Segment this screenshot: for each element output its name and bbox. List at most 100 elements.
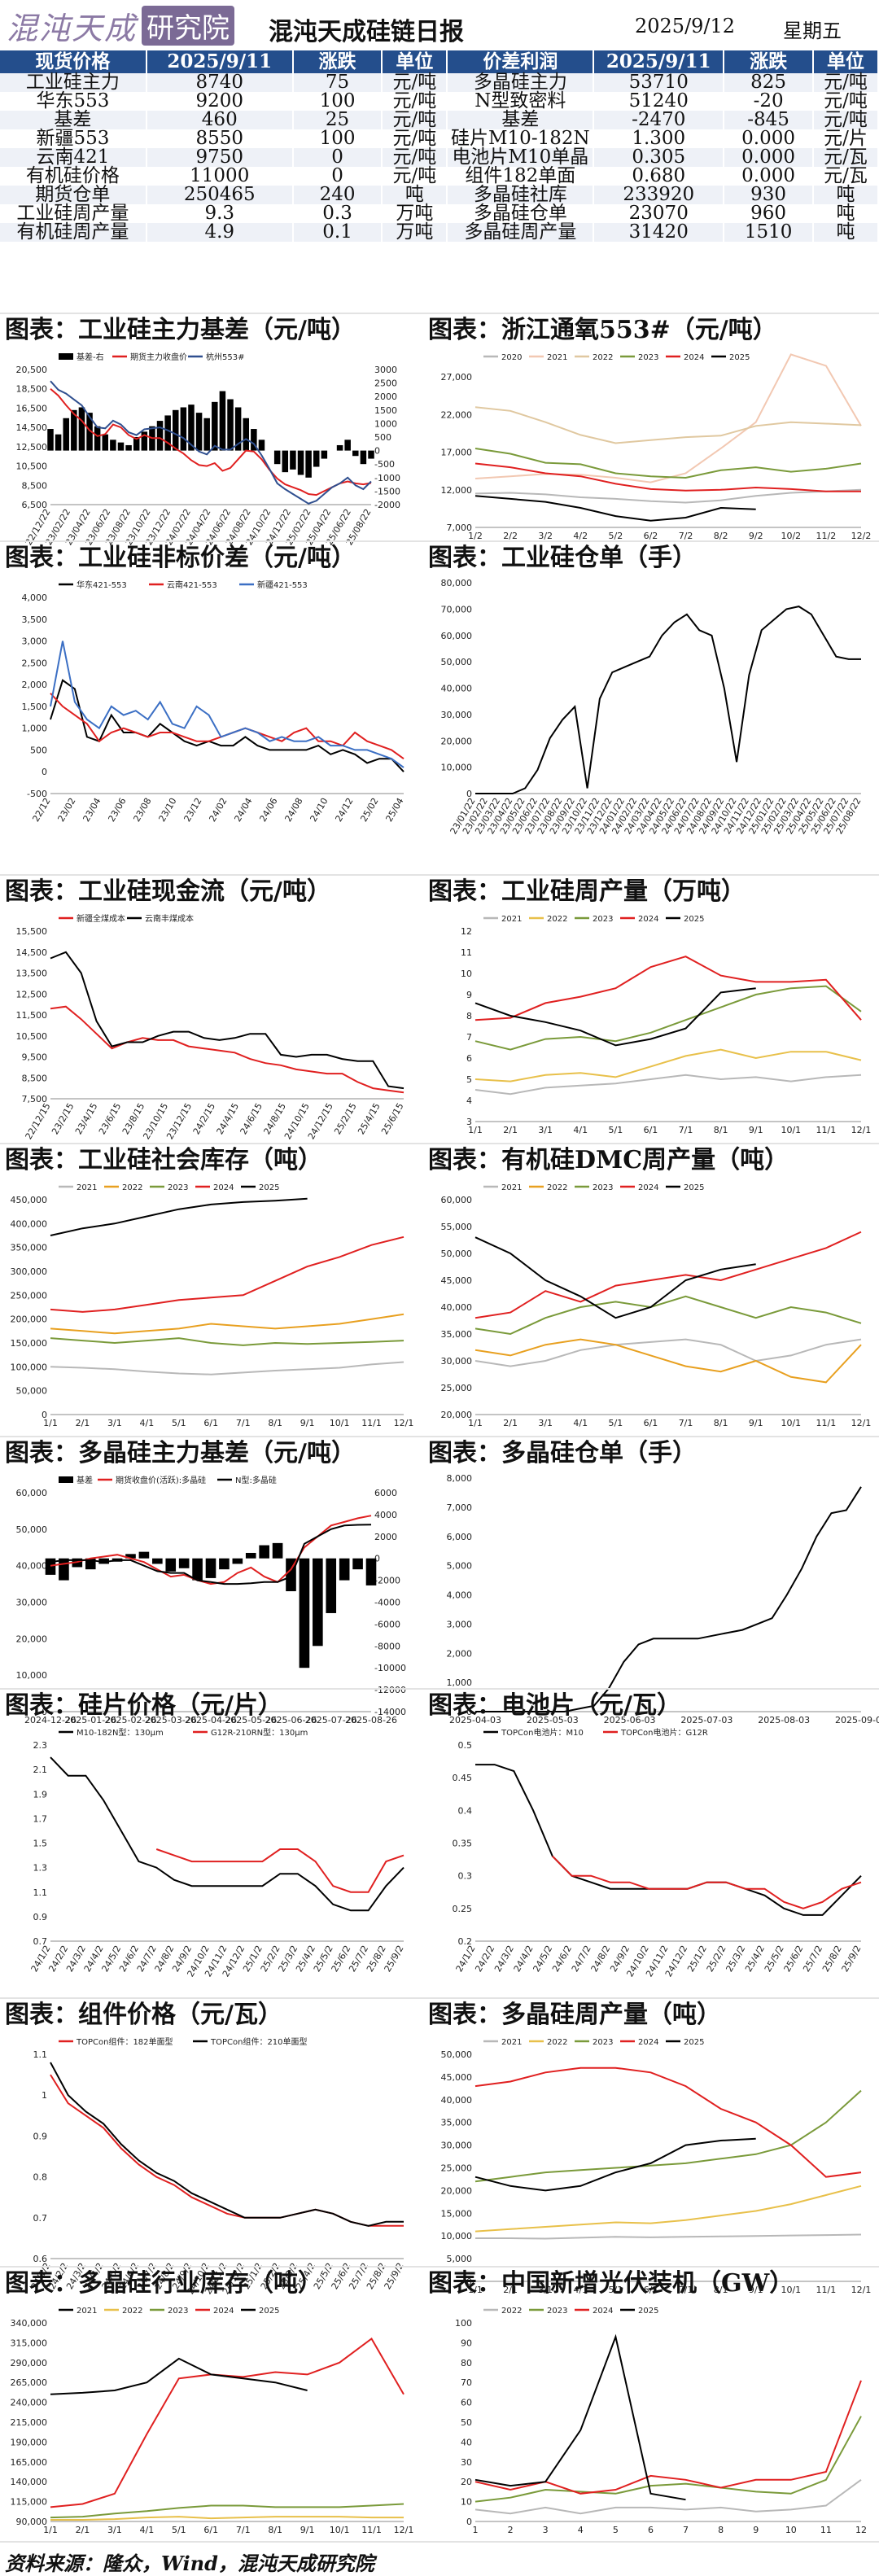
y2-tick-label: 1000 — [374, 418, 397, 429]
y-tick-label: 0.9 — [33, 2131, 48, 2141]
table-cell: 233920 — [593, 186, 725, 204]
y-tick-label: 265,000 — [11, 2377, 48, 2388]
table-cell: 基差 — [447, 111, 595, 129]
y2-tick-label: -1500 — [374, 486, 400, 496]
y-tick-label: -500 — [27, 789, 47, 799]
x-tick-label: 10/1 — [781, 2285, 801, 2295]
x-tick-label: 25/04 — [383, 796, 405, 824]
legend-label: 2025 — [684, 915, 704, 924]
y-tick-label: 340,000 — [11, 2318, 48, 2329]
x-tick-label: 23/8/15 — [120, 1101, 146, 1136]
x-tick-label: 1/1 — [468, 1125, 483, 1135]
chart-c15: 0 10 20 30 40 50 60 70 80 90 100 1 2 3 4 5 6 7 8 9 10 11 12 202… — [430, 2300, 869, 2539]
series-line-2024 — [474, 956, 862, 1021]
table-cell: 0.680 — [593, 167, 725, 186]
y-tick-label: 45,000 — [441, 2072, 473, 2083]
series-line-2023 — [474, 985, 862, 1051]
y-tick-label: 0 — [42, 1707, 47, 1717]
x-tick-label: 9/2 — [749, 531, 763, 541]
x-tick-label: 10/1 — [330, 2525, 350, 2535]
series-line-2024 — [474, 462, 861, 492]
y-tick-label: 20,500 — [16, 365, 48, 375]
y-tick-label: 70,000 — [441, 604, 473, 614]
x-tick-label: 10/1 — [330, 1418, 350, 1428]
table-cell: 期货仓单 — [0, 186, 147, 204]
y-tick-label: 1,000 — [447, 1677, 473, 1688]
chart-svg: 7,000 12,000 17,000 22,000 27,000 1/2 2/2 3/2 4/… — [441, 353, 872, 541]
legend-swatch — [59, 353, 73, 360]
series-line-2022 — [474, 2185, 862, 2233]
x-tick-label: 6/1 — [644, 2285, 658, 2295]
bar-mark — [299, 1558, 310, 1668]
chart-section-title: 图表：工业硅主力基差（元/吨） — [0, 313, 423, 345]
table-row: 工业硅周产量 9.3 0.3 万吨 多晶硅仓单 23070 960 吨 — [0, 204, 879, 223]
y-tick-label: 7,000 — [447, 1502, 473, 1513]
chart-c14: 90,000 115,000 140,000 165,000 190,000 215,00… — [5, 2300, 414, 2539]
series-line-TOPCon组件：182单面型 — [50, 2074, 404, 2227]
company-logo: 混沌天成 研究院 — [7, 5, 235, 46]
y-tick-label: 12,500 — [16, 442, 48, 453]
y-tick-label: 70 — [461, 2377, 472, 2388]
y-tick-label: 2,000 — [22, 680, 48, 690]
table-row: 有机硅周产量 4.9 0.1 万吨 多晶硅周产量 31420 1510 吨 — [0, 223, 879, 242]
bar-mark — [117, 442, 125, 451]
bar-mark — [86, 413, 93, 451]
y-tick-label: 60,000 — [441, 631, 473, 641]
x-tick-label: 12/1 — [394, 1418, 414, 1428]
y-tick-label: 6 — [466, 1053, 472, 1064]
y-tick-label: 20,000 — [441, 736, 473, 746]
x-tick-label: 11/1 — [816, 1125, 837, 1135]
y-tick-label: 5 — [466, 1074, 472, 1085]
table-cell: 组件182单面 — [447, 167, 595, 186]
legend-label: 基差-右 — [77, 352, 104, 362]
y-tick-label: 0.9 — [33, 1912, 48, 1922]
legend-label: 杭州553# — [206, 352, 244, 362]
chart-c2: -500 0 500 1,000 1,500 2,000 2,500 3,000 3,500 4,… — [5, 575, 412, 834]
x-tick-label: 22/12 — [30, 796, 52, 824]
series-line-新疆全煤成本 — [50, 1005, 405, 1094]
y-tick-label: 290,000 — [11, 2358, 48, 2368]
bar-mark — [227, 399, 234, 451]
legend-label: 期货主力收盘价 — [130, 352, 187, 362]
y-tick-label: 150,000 — [11, 1338, 48, 1349]
legend-label: 2022 — [547, 2038, 567, 2047]
legend-label: 2025 — [684, 1183, 704, 1192]
table-cell: 有机硅周产量 — [0, 223, 147, 242]
chart-section-title: 图表：中国新增光伏装机（GW） — [423, 2266, 879, 2298]
x-tick-label: 5 — [613, 2525, 619, 2535]
bar-mark — [55, 434, 62, 451]
table-cell: 240 — [292, 186, 383, 204]
y-tick-label: 50,000 — [441, 1249, 473, 1259]
chart-section-title: 图表：硅片价格（元/片） — [0, 1688, 423, 1721]
y2-tick-label: -6000 — [374, 1619, 400, 1629]
table-cell: 华东553 — [0, 92, 147, 111]
report-title: 混沌天成硅链日报 — [269, 18, 464, 46]
y-tick-label: 30,000 — [16, 1598, 48, 1608]
y-tick-label: 10,000 — [441, 2231, 473, 2241]
chart-c3: 0 10,000 20,000 30,000 40,000 50,000 60,000 70,… — [430, 575, 869, 836]
bar-mark — [125, 444, 132, 451]
legend-label: 2022 — [122, 2307, 142, 2316]
x-tick-label: 23/2/15 — [50, 1101, 76, 1136]
table-cell: 25 — [292, 111, 383, 129]
x-tick-label: 2025-05-26 — [225, 1715, 277, 1725]
series-line-2022 — [474, 2478, 862, 2515]
report-date: 2025/9/12 — [635, 15, 736, 37]
y-tick-label: 0.8 — [33, 2172, 48, 2183]
legend-label: 2025 — [259, 1183, 279, 1192]
table-cell: 9200 — [146, 92, 294, 111]
x-tick-label: 6/2 — [644, 531, 658, 541]
x-tick-label: 1/2 — [468, 531, 483, 541]
legend-label: 2022 — [501, 2307, 522, 2316]
bar-mark — [212, 401, 218, 451]
table-cell: 工业硅主力 — [0, 73, 147, 92]
y-tick-label: 0 — [466, 2276, 472, 2287]
legend-label: G12R-210RN型：130μm — [211, 1727, 308, 1738]
series-line-2021 — [50, 1361, 405, 1375]
x-tick-label: 8/1 — [714, 1125, 728, 1135]
y2-tick-label: 1500 — [374, 405, 397, 416]
y-tick-label: 40 — [461, 2437, 472, 2447]
table-cell: 1510 — [724, 223, 815, 242]
x-tick-label: 8/1 — [268, 1418, 282, 1428]
